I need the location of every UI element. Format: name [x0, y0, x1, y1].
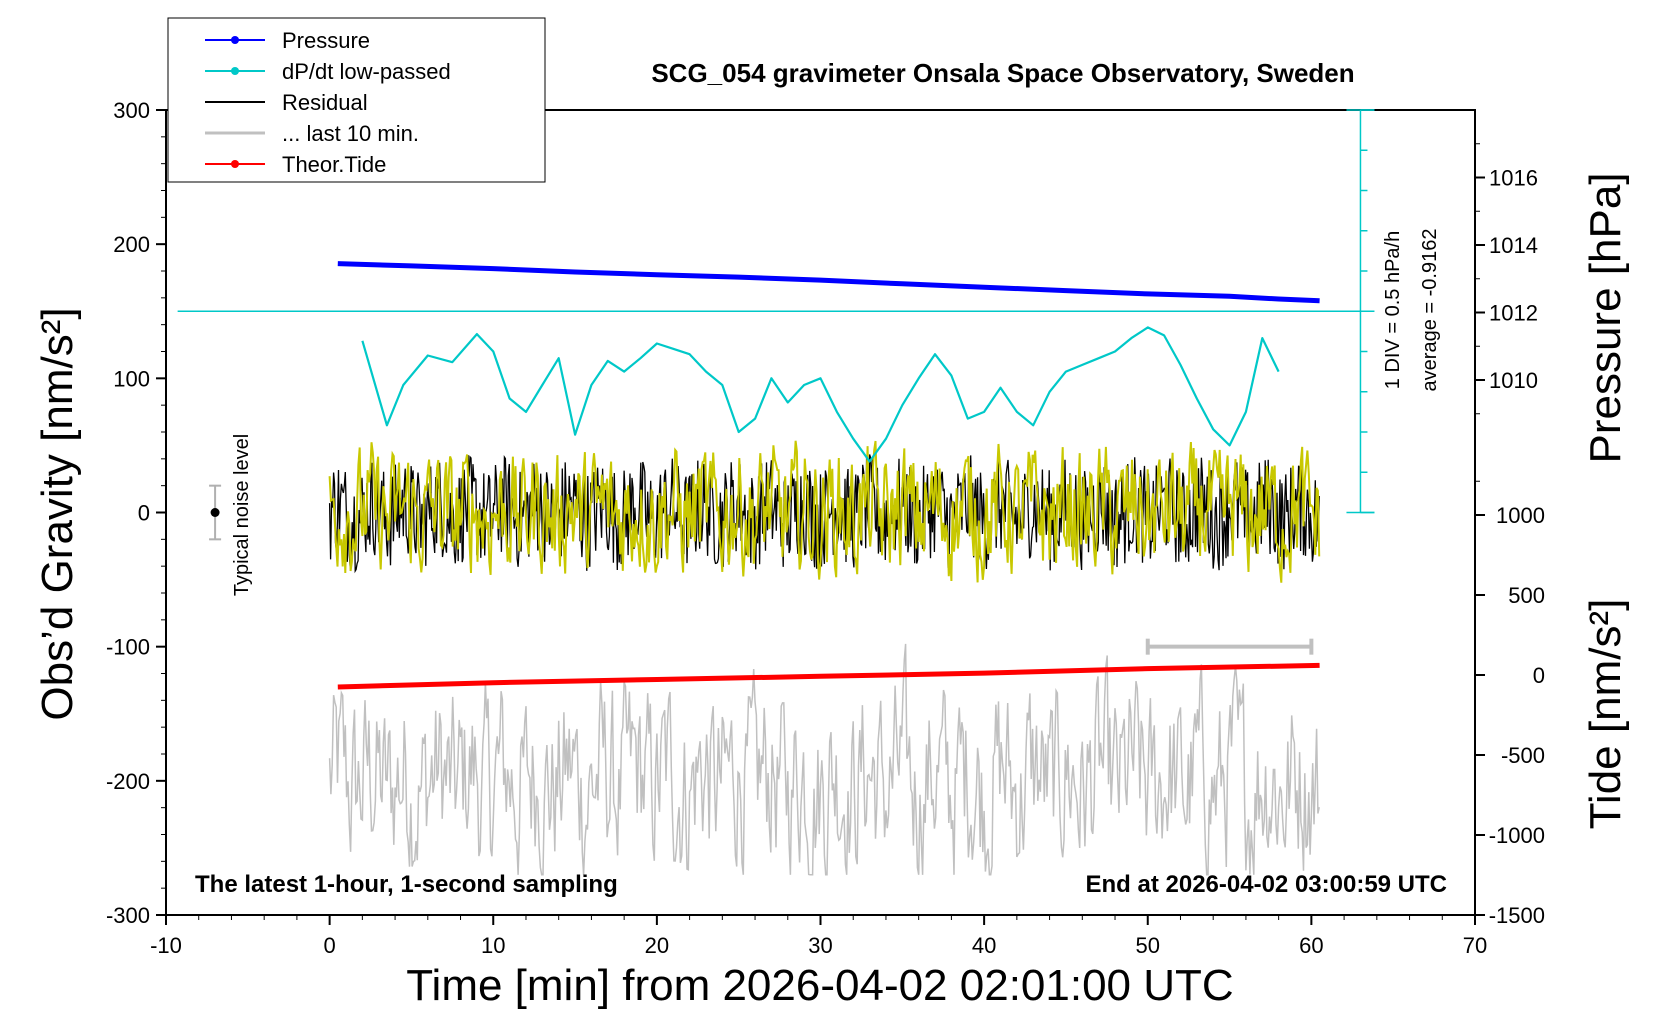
legend-label: ... last 10 min. [282, 121, 419, 146]
legend-label: Residual [282, 90, 368, 115]
series-pressure [337, 261, 1320, 304]
y-tick-label: 300 [113, 98, 150, 123]
x-tick-label: 60 [1299, 933, 1323, 958]
pressure-tick-label: 1016 [1489, 166, 1538, 191]
tide-axis-label: Tide [nm/s²] [1581, 599, 1630, 830]
series-theoretical-tide [337, 662, 1320, 690]
legend-label: Pressure [282, 28, 370, 53]
y-tick-label: -100 [106, 635, 150, 660]
chart-title: SCG_054 gravimeter Onsala Space Observat… [651, 58, 1354, 88]
noise-level-label: Typical noise level [231, 434, 253, 596]
x-tick-label: 0 [324, 933, 336, 958]
x-tick-label: -10 [150, 933, 182, 958]
dpdt-average-label: average = -0.9162 [1419, 229, 1441, 392]
y-tick-label: 200 [113, 232, 150, 257]
tide-tick-label: 500 [1508, 583, 1545, 608]
noise-level-marker [210, 508, 220, 517]
legend-marker [231, 67, 239, 75]
y-tick-label: -200 [106, 769, 150, 794]
pressure-tick-label: 1012 [1489, 301, 1538, 326]
legend-label: Theor.Tide [282, 152, 386, 177]
pressure-tick-label: 1010 [1489, 368, 1538, 393]
dpdt-div-label: 1 DIV = 0.5 hPa/h [1382, 231, 1404, 389]
legend-marker [231, 36, 239, 44]
axes-layer: -10 0 10 20 30 40 50 60 703002001000-100-200-300… [106, 98, 1545, 958]
x-tick-label: 50 [1136, 933, 1160, 958]
x-tick-label: 10 [481, 933, 505, 958]
tide-tick-label: -1500 [1489, 903, 1545, 928]
x-axis-label: Time [min] from 2026-04-02 02:01:00 UTC [406, 961, 1233, 1010]
annotation-layer [209, 109, 1375, 655]
legend-box [167, 17, 546, 183]
footer-sampling-note: The latest 1-hour, 1-second sampling [195, 871, 618, 898]
legend-marker [231, 160, 239, 168]
y-tick-label: 100 [113, 366, 150, 391]
legend: Pressure dP/dt low-passed Residual ... last… [167, 17, 546, 183]
tide-tick-label: -1000 [1489, 823, 1545, 848]
y-axis-label: Obs’d Gravity [nm/s²] [33, 307, 82, 720]
tide-tick-label: -500 [1501, 743, 1545, 768]
series-layer [177, 261, 1371, 876]
series-residual-filtered [328, 440, 1321, 583]
tide-tick-label: 1000 [1496, 503, 1545, 528]
tide-tick-label: 0 [1533, 663, 1545, 688]
x-tick-label: 40 [972, 933, 996, 958]
pressure-axis-label: Pressure [hPa] [1581, 172, 1630, 463]
legend-label: dP/dt low-passed [282, 59, 451, 84]
x-tick-label: 20 [645, 933, 669, 958]
series-last-10-min [328, 643, 1320, 876]
footer-end-time: End at 2026-04-02 03:00:59 UTC [1086, 871, 1448, 898]
y-tick-label: 0 [138, 501, 150, 526]
series-dpdt-low-passed [361, 326, 1280, 463]
x-tick-label: 70 [1463, 933, 1487, 958]
pressure-tick-label: 1014 [1489, 233, 1538, 258]
y-tick-label: -300 [106, 903, 150, 928]
x-tick-label: 30 [808, 933, 832, 958]
